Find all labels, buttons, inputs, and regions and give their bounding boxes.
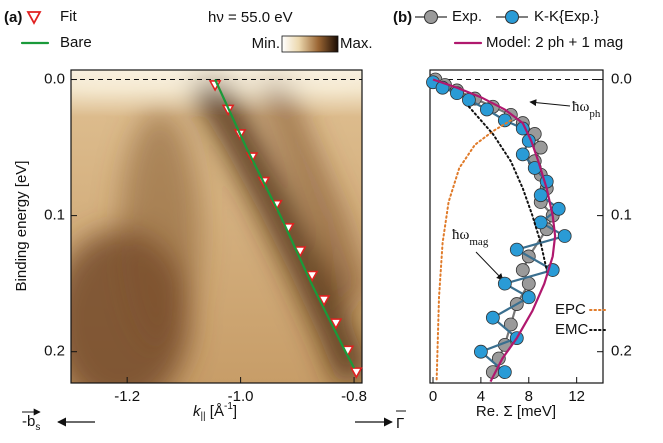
series-line [435, 119, 512, 383]
legend-label: Bare [60, 34, 92, 51]
legend-label: K-K{Exp.} [534, 8, 599, 25]
annotation-part: mag [469, 236, 488, 248]
data-point [473, 344, 488, 359]
direction-part: s [35, 422, 40, 433]
series-line [467, 105, 548, 271]
data-point [509, 242, 524, 257]
legend-symbol [26, 11, 42, 25]
x-tick-label: 12 [568, 388, 585, 405]
x-label-part: [Å [206, 403, 224, 420]
series-line [214, 79, 356, 369]
data-point [349, 367, 363, 379]
legend-label: Exp. [452, 8, 482, 25]
x-tick-label: 0 [429, 388, 437, 405]
plot-area [208, 79, 363, 379]
x-label-part: k [193, 403, 202, 420]
x-tick-label: -1.2 [114, 388, 140, 405]
data-point [329, 318, 343, 330]
series-line [432, 78, 557, 383]
data-point [551, 201, 566, 216]
direction-label: Γ [396, 415, 404, 432]
panel-label: (b) [393, 9, 412, 26]
legend-symbol [424, 10, 438, 24]
x-label-part: ] [233, 403, 237, 420]
x-label-part: -1 [224, 401, 233, 412]
direction-label: -bs [22, 413, 40, 433]
legend-label: EMC [555, 321, 589, 338]
annotation-part: ph [589, 108, 601, 120]
x-axis-label: k|| [Å-1] [193, 401, 237, 422]
legend-label: Model: 2 ph + 1 mag [486, 34, 623, 51]
x-label-part: || [200, 411, 205, 422]
data-point [515, 263, 530, 277]
x-tick-label: 8 [525, 388, 533, 405]
data-point [515, 147, 530, 162]
y-tick-label: 0.0 [44, 70, 65, 87]
y-axis-label: Binding energy [eV] [13, 161, 30, 292]
data-point [305, 270, 319, 283]
plot-area [426, 72, 572, 383]
annotation-arrow [529, 99, 571, 107]
annotation: ħωmag [452, 227, 489, 247]
annotation: ħωph [572, 99, 601, 119]
data-point [557, 229, 572, 243]
colorbar-max: Max. [340, 35, 373, 52]
legend-symbol [505, 10, 519, 24]
data-point [497, 276, 512, 291]
y-tick-label: 0.2 [44, 343, 65, 360]
data-point [497, 365, 512, 380]
direction-part: -b [22, 413, 35, 430]
frame-b [429, 69, 604, 384]
colorbar-min: Min. [252, 35, 280, 52]
legend-label: EPC [555, 301, 586, 318]
panel-label: (a) [4, 9, 22, 26]
y-tick-label: 0.1 [611, 207, 632, 224]
data-point [479, 102, 494, 117]
annotation-part: ħω [572, 99, 590, 115]
data-point [485, 310, 500, 325]
annotation-arrow [475, 251, 504, 281]
y-tick-label: 0.2 [611, 343, 632, 360]
x-tick-label: 4 [477, 388, 485, 405]
colorbar [281, 35, 339, 53]
data-point [533, 188, 548, 203]
annotation-part: ħω [452, 227, 470, 243]
y-tick-label: 0.0 [611, 70, 632, 87]
annotation: hν = 55.0 eV [208, 9, 293, 26]
y-tick-label: 0.1 [44, 207, 65, 224]
frame-a [70, 69, 363, 384]
x-tick-label: -0.8 [341, 388, 367, 405]
data-point [521, 290, 536, 305]
data-point [317, 295, 331, 307]
x-axis-label: Re. Σ [meV] [476, 403, 556, 420]
legend-label: Fit [60, 8, 77, 25]
data-point [503, 317, 518, 332]
intensity-map [71, 70, 362, 383]
x-tick-label: -1.0 [228, 388, 254, 405]
